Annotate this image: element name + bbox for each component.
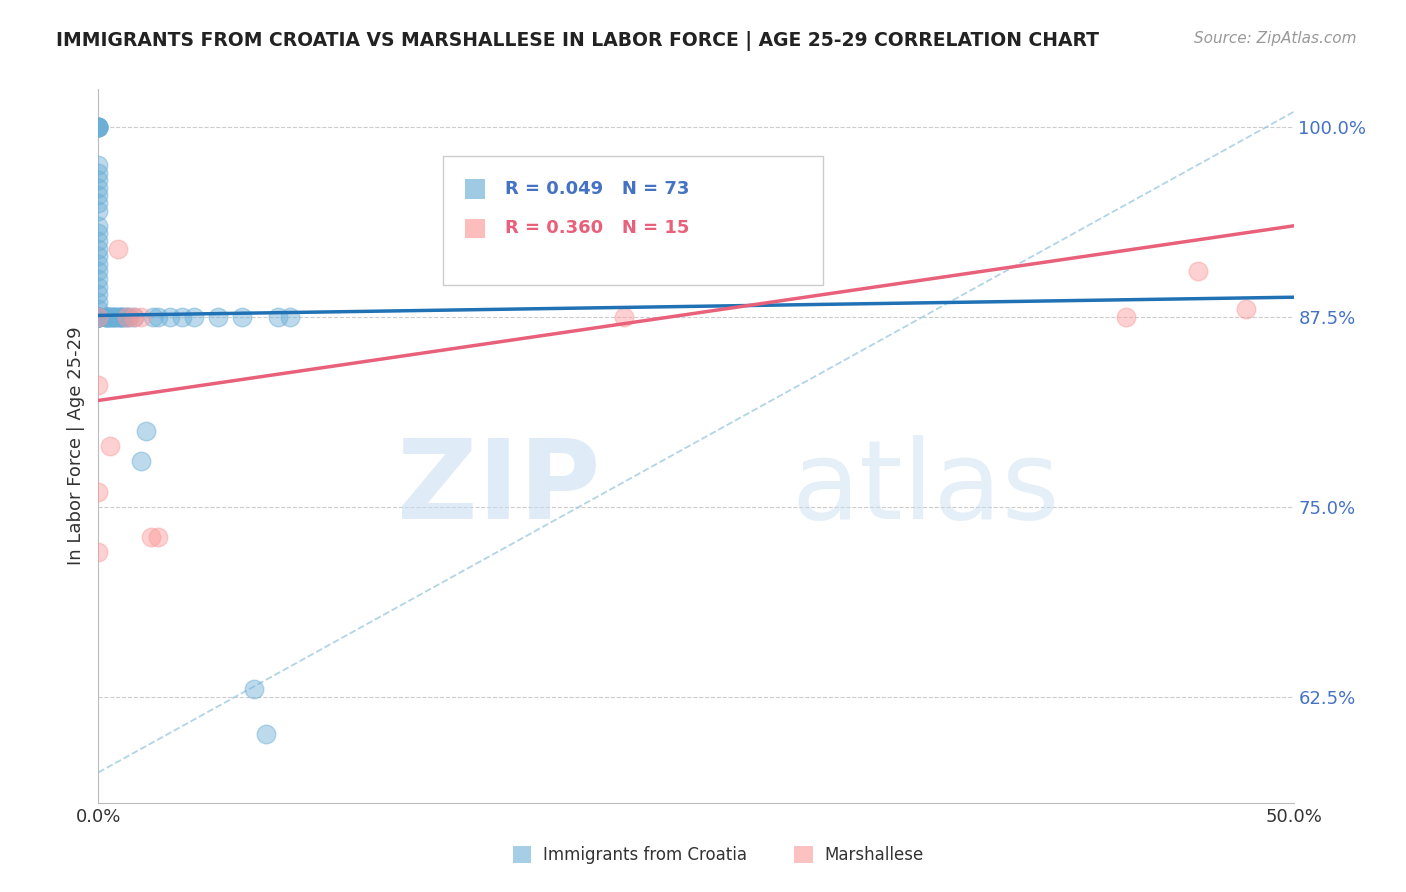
Text: Marshallese: Marshallese (824, 846, 924, 863)
Point (94, 310, 117, 324)
Point (104, 310, 127, 324)
Point (139, 530, 162, 544)
Point (87, 120, 110, 135)
Point (87, 120, 110, 135)
Point (183, 310, 205, 324)
Point (124, 310, 146, 324)
Point (207, 310, 229, 324)
Point (87, 302, 110, 317)
Point (131, 310, 153, 324)
Point (87, 173, 110, 187)
Point (87, 120, 110, 135)
Point (104, 310, 127, 324)
Point (87, 310, 110, 324)
Point (87, 484, 110, 499)
Point (87, 272, 110, 286)
Point (87, 310, 110, 324)
Point (87, 257, 110, 271)
Point (87, 120, 110, 135)
Point (115, 310, 138, 324)
Point (98, 310, 122, 324)
Point (108, 310, 131, 324)
Text: ZIP: ZIP (396, 435, 600, 542)
Point (94, 310, 117, 324)
Point (87, 242, 110, 256)
Point (87, 310, 110, 324)
Text: Source: ZipAtlas.com: Source: ZipAtlas.com (1194, 31, 1357, 46)
Point (101, 310, 124, 324)
Point (243, 681, 266, 696)
Point (108, 310, 131, 324)
Point (101, 310, 124, 324)
Point (97, 310, 120, 324)
Text: atlas: atlas (792, 435, 1060, 542)
Point (87, 310, 110, 324)
Text: Immigrants from Croatia: Immigrants from Croatia (543, 846, 747, 863)
Point (87, 181, 110, 195)
Point (87, 310, 110, 324)
Point (87, 287, 110, 301)
Point (87, 310, 110, 324)
Point (131, 454, 153, 468)
Point (87, 234, 110, 248)
Point (87, 545, 110, 559)
Point (87, 120, 110, 135)
Point (107, 242, 129, 256)
Point (98, 310, 122, 324)
Text: R = 0.360   N = 15: R = 0.360 N = 15 (505, 219, 689, 237)
Point (118, 310, 141, 324)
Point (278, 310, 301, 324)
Point (172, 310, 194, 324)
Point (148, 530, 170, 544)
Point (94, 310, 117, 324)
Text: IMMIGRANTS FROM CROATIA VS MARSHALLESE IN LABOR FORCE | AGE 25-29 CORRELATION CH: IMMIGRANTS FROM CROATIA VS MARSHALLESE I… (56, 31, 1099, 51)
Text: R = 0.049   N = 73: R = 0.049 N = 73 (505, 180, 689, 198)
Point (1234, 302, 1257, 317)
Point (87, 310, 110, 324)
Point (87, 196, 110, 211)
Point (87, 310, 110, 324)
Point (115, 310, 138, 324)
Point (87, 279, 110, 293)
Point (87, 310, 110, 324)
Point (87, 310, 110, 324)
Point (87, 166, 110, 180)
Point (87, 310, 110, 324)
Point (111, 310, 134, 324)
Point (87, 120, 110, 135)
Point (98, 439, 122, 453)
Point (87, 158, 110, 172)
Point (231, 310, 253, 324)
Point (135, 424, 157, 438)
Point (1187, 264, 1209, 278)
Point (148, 310, 170, 324)
Point (97, 310, 120, 324)
Point (87, 310, 110, 324)
Point (87, 219, 110, 233)
Point (111, 310, 134, 324)
Point (124, 310, 146, 324)
Point (87, 294, 110, 309)
Point (254, 727, 277, 741)
Point (87, 310, 110, 324)
Y-axis label: In Labor Force | Age 25-29: In Labor Force | Age 25-29 (66, 326, 84, 566)
Point (87, 310, 110, 324)
Point (87, 310, 110, 324)
Point (87, 188, 110, 202)
Point (613, 310, 636, 324)
Point (87, 203, 110, 218)
Point (1115, 310, 1137, 324)
Point (142, 310, 165, 324)
Point (87, 378, 110, 392)
Point (267, 310, 290, 324)
Point (87, 310, 110, 324)
Point (114, 310, 136, 324)
Point (87, 249, 110, 263)
Point (159, 310, 181, 324)
Point (107, 310, 129, 324)
Point (87, 227, 110, 241)
Point (87, 264, 110, 278)
